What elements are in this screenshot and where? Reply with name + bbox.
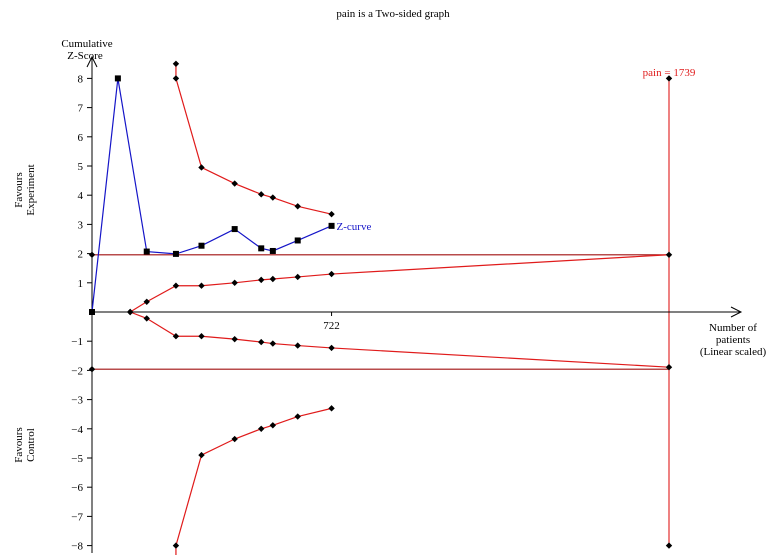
favours-control-label: Favours Control [13,427,37,462]
boundary-point [172,542,180,549]
favours-control-line-2: Control [25,428,37,462]
z-curve-line [91,78,332,313]
z-curve-point [143,248,150,255]
y-tick-label: 7 [78,103,84,115]
boundary-point [231,435,238,443]
boundary-point [198,451,205,459]
x-axis-arrow [730,306,743,318]
chart-title: pain is a Two-sided graph [336,8,450,20]
label-layer: Z-curve pain = 1739 [337,67,696,233]
endpoint-marker [665,542,673,549]
y-tick-label: −8 [71,541,83,553]
boundary-point [328,210,335,218]
favours-experiment-line-1: Favours [13,172,25,207]
boundary-point [328,344,335,352]
boundary-point [665,363,673,371]
axes [86,55,743,553]
boundary-point [198,164,205,171]
favours-control-line-1: Favours [13,427,25,462]
z-curve-point [294,237,301,244]
y-tick-label: 2 [78,249,84,261]
x-axis-title-line-1: Number of [709,322,757,334]
y-tick-label: −4 [71,424,83,436]
boundary-line [175,63,332,215]
endpoint-marker [665,75,673,82]
y-tick-label: 3 [78,219,84,231]
tick-layer: 8 7 6 5 4 3 2 1 −1 −2 −3 −4 −5 −6 −7 −8 722 [71,73,340,552]
z-curve-point [114,75,121,82]
boundary-line [175,407,332,555]
boundary-point [172,75,180,82]
endpoint-marker [88,366,96,373]
boundary-point [258,276,265,284]
y-axis-title-line-2: Z-Score [67,50,103,62]
y-tick-label: −6 [71,482,83,494]
y-tick-label: 6 [78,132,84,144]
boundary-point [665,251,673,258]
z-curve-point [89,309,95,315]
boundary-point [231,335,238,343]
ris-label: pain = 1739 [643,67,696,79]
y-tick-label: 5 [78,161,84,173]
z-curve-point [172,250,179,257]
y-tick-label: −7 [71,511,83,523]
y-tick-label: 1 [78,278,84,290]
boundary-point [231,279,238,286]
boundary-line [129,254,670,313]
boundary-point [231,180,238,187]
boundary-point [269,275,277,283]
boundary-point [172,60,180,67]
boundary-point [258,338,265,346]
y-tick-label: 8 [78,73,84,85]
boundary-point [269,422,277,429]
favours-experiment-label: Favours Experiment [13,164,37,215]
boundary-point [258,191,265,198]
y-tick-label: 4 [78,190,84,202]
z-curve-point [231,226,238,233]
boundary-point [294,203,301,210]
z-curve-point [198,242,205,249]
boundary-point [294,273,301,281]
z-curve-point [269,247,276,254]
marker-layer [88,60,673,549]
boundary-point [294,342,301,349]
boundary-point [328,405,335,412]
favours-experiment-line-2: Experiment [25,164,37,215]
boundary-point [269,194,277,201]
y-axis-title: Cumulative Z-Score [61,38,112,62]
boundary-point [198,282,205,289]
endpoint-marker [88,251,96,258]
boundary-point [258,425,265,432]
y-tick-label: −3 [71,395,83,407]
boundary-point [294,413,301,420]
y-axis-title-line-1: Cumulative [61,38,112,50]
z-curve-point [328,222,335,229]
boundary-point [328,270,335,278]
boundary-point [172,282,180,289]
y-tick-label: −1 [71,336,83,348]
x-axis-title-line-2: patients [716,334,750,346]
y-axis-arrow [86,55,98,68]
boundary-point [269,340,277,347]
z-curve-point [258,245,265,252]
y-tick-label: −5 [71,453,83,465]
boundary-line [129,311,670,368]
x-tick-label: 722 [323,320,340,332]
boundary-point [172,333,180,340]
boundary-point [143,298,150,305]
x-axis-title-line-3: (Linear scaled) [700,346,767,358]
y-tick-label: −2 [71,365,83,377]
x-axis-title: Number of patients (Linear scaled) [700,322,767,358]
boundary-point [126,308,134,316]
series-layer [91,63,670,555]
z-curve-label: Z-curve [337,221,372,233]
boundary-point [198,333,205,340]
boundary-point [143,315,150,322]
